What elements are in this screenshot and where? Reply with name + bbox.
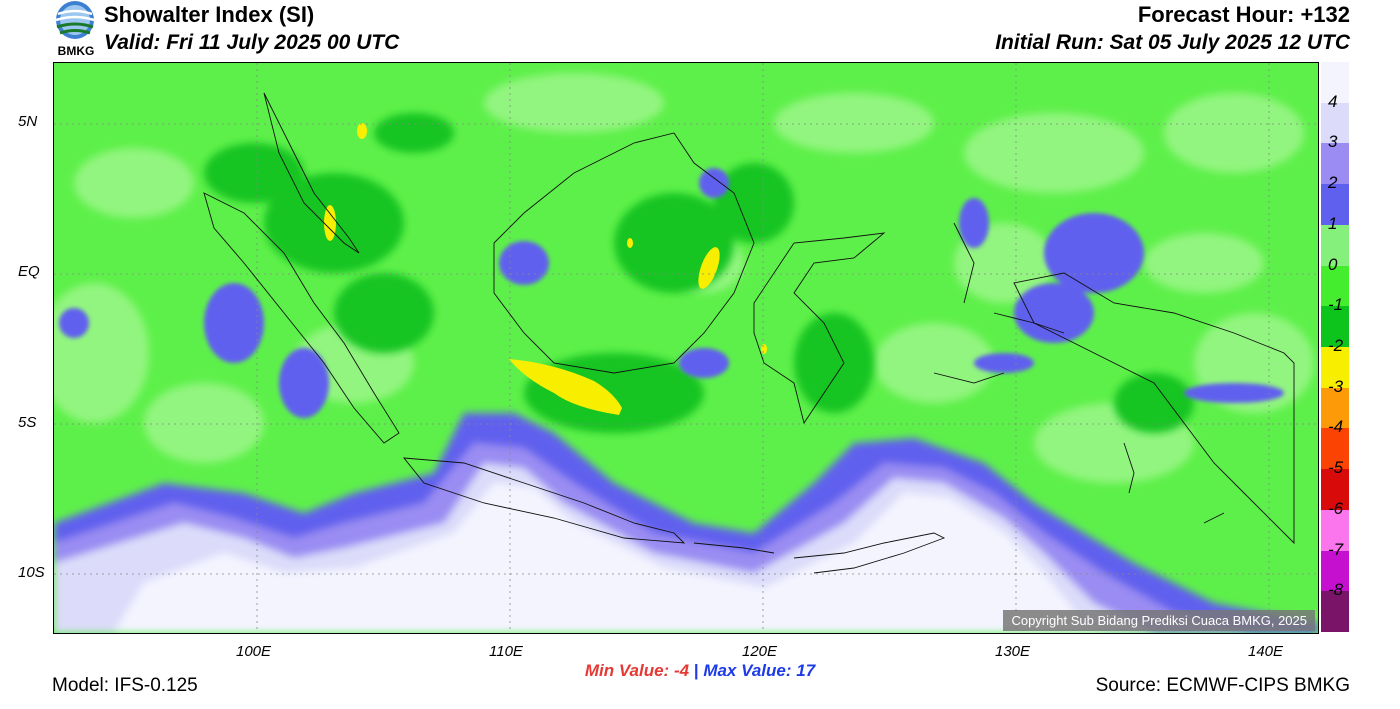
colorbar-label: -1 [1328,295,1344,315]
lat-label-10s: 10S [18,564,45,581]
purple-blobs [59,168,1284,418]
bmkg-logo: BMKG [52,0,100,60]
colorbar-band [1321,224,1349,267]
stable-south-area [54,413,1318,633]
colorbar-band [1321,469,1349,511]
map-title: Showalter Index (SI) [104,2,315,27]
lon-label-120e: 120E [742,643,778,660]
colorbar-label: 2 [1328,173,1338,193]
colorbar-label: -2 [1328,336,1344,355]
lat-label-eq: EQ [18,263,40,280]
bmkg-logo-icon [55,1,95,39]
valid-time: Valid: Fri 11 July 2025 00 UTC [104,31,400,54]
colorbar-label: -5 [1328,458,1344,478]
colorbar-band [1321,347,1349,389]
lat-label-5n: 5N [18,113,38,130]
colorbar-band [1321,591,1349,633]
colorbar-label: -8 [1328,580,1344,600]
lon-label-140e: 140E [1248,643,1284,660]
colorbar-band [1321,509,1349,552]
colorbar-label: -3 [1328,376,1344,396]
map-canvas [54,63,1318,633]
source-label: Source: ECMWF-CIPS BMKG [1095,675,1350,696]
colorbar [1321,62,1349,633]
initial-run: Initial Run: Sat 05 July 2025 12 UTC [995,31,1350,54]
logo-text: BMKG [57,44,95,58]
graticule [54,63,1318,633]
colorbar-label: -4 [1328,417,1344,437]
colorbar-band [1321,306,1349,348]
coastlines [203,92,1295,574]
colorbar-label: 4 [1328,91,1338,111]
colorbar-label: -6 [1328,498,1344,518]
lat-label-5s: 5S [18,414,37,431]
lon-label-130e: 130E [995,643,1031,660]
lon-label-110e: 110E [489,643,523,660]
max-value: 17 [796,661,816,680]
max-label: Max Value: [703,661,792,680]
min-label: Min Value: [584,661,670,680]
colorbar-band [1321,387,1349,429]
si-map: Copyright Sub Bidang Prediksi Cuaca BMKG… [53,62,1319,634]
colorbar-band [1321,102,1349,144]
colorbar-band [1321,265,1349,307]
lon-label-100e: 100E [236,643,272,660]
colorbar-label: 3 [1328,132,1338,152]
colorbar-band [1321,62,1349,104]
yellow-spots [324,123,767,415]
min-max-values: Min Value: -4 | Max Value: 17 [0,661,1400,681]
separator: | [693,661,699,680]
min-value: -4 [673,661,690,680]
copyright-notice: Copyright Sub Bidang Prediksi Cuaca BMKG… [1003,610,1315,631]
colorbar-band [1321,550,1349,592]
model-label: Model: IFS-0.125 [52,675,198,696]
colorbar-label: -7 [1328,539,1344,559]
colorbar-band [1321,184,1349,226]
forecast-hour: Forecast Hour: +132 [1137,2,1350,27]
colorbar-band [1321,428,1349,470]
colorbar-label: 0 [1328,254,1338,274]
colorbar-label: 1 [1328,213,1338,233]
colorbar-band [1321,143,1349,185]
